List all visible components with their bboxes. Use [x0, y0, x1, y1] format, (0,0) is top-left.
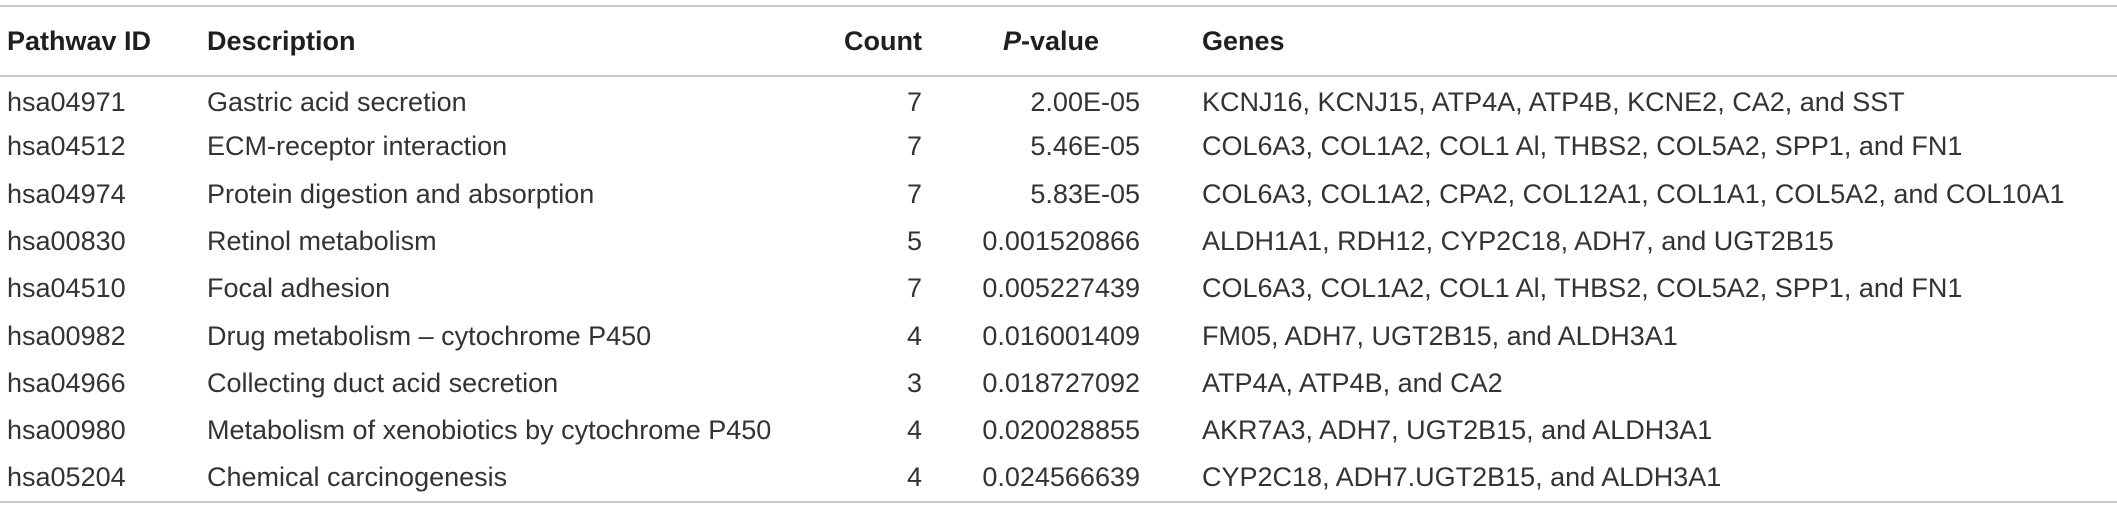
- cell-genes: AKR7A3, ADH7, UGT2B15, and ALDH3A1: [1202, 415, 1713, 446]
- cell-pathway-id: hsa00830: [7, 226, 126, 257]
- cell-genes: COL6A3, COL1A2, COL1 Al, THBS2, COL5A2, …: [1202, 131, 1963, 162]
- cell-genes: CYP2C18, ADH7.UGT2B15, and ALDH3A1: [1195, 454, 2117, 503]
- cell-genes: ATP4A, ATP4B, and CA2: [1202, 367, 1503, 398]
- table-header: Pathwav ID Description Count P-value Gen…: [0, 5, 2117, 77]
- table-row: hsa04510 Focal adhesion 7 0.005227439 CO…: [0, 265, 2117, 312]
- cell-count: 7: [906, 273, 922, 304]
- cell-genes: FM05, ADH7, UGT2B15, and ALDH3A1: [1202, 320, 1678, 351]
- cell-count: 4: [906, 320, 922, 351]
- cell-pathway-id: hsa04512: [7, 131, 126, 162]
- cell-description: Protein digestion and absorption: [207, 178, 595, 209]
- table-row: hsa00982 Drug metabolism – cytochrome P4…: [0, 312, 2117, 359]
- cell-count: 7: [906, 86, 922, 117]
- cell-pvalue: 5.83E-05: [1030, 178, 1140, 209]
- cell-count: 4: [827, 454, 962, 503]
- cell-pathway-id: hsa00982: [7, 320, 126, 351]
- cell-pvalue: 2.00E-05: [1030, 86, 1140, 117]
- header-row: Pathwav ID Description Count P-value Gen…: [0, 5, 2117, 77]
- cell-count: 4: [906, 415, 922, 446]
- cell-description: Drug metabolism – cytochrome P450: [207, 320, 652, 351]
- header-pvalue-suffix: -value: [1020, 25, 1100, 56]
- cell-genes: COL6A3, COL1A2, COL1 Al, THBS2, COL5A2, …: [1202, 273, 1963, 304]
- table-row: hsa04512 ECM-receptor interaction 7 5.46…: [0, 123, 2117, 170]
- table-row: hsa04971 Gastric acid secretion 7 2.00E-…: [0, 76, 2117, 123]
- cell-genes: COL6A3, COL1A2, CPA2, COL12A1, COL1A1, C…: [1202, 178, 2065, 209]
- cell-pathway-id: hsa04971: [7, 86, 126, 117]
- header-pvalue-p: P: [1002, 25, 1021, 56]
- cell-description: Collecting duct acid secretion: [207, 367, 559, 398]
- cell-count: 5: [906, 226, 922, 257]
- table-row: hsa00830 Retinol metabolism 5 0.00152086…: [0, 218, 2117, 265]
- table-row: hsa04974 Protein digestion and absorptio…: [0, 171, 2117, 218]
- header-pathway-id: Pathwav ID: [0, 5, 207, 77]
- cell-pathway-id: hsa04510: [7, 273, 126, 304]
- cell-description: Chemical carcinogenesis: [207, 454, 827, 503]
- pathway-enrichment-table: Pathwav ID Description Count P-value Gen…: [0, 5, 2117, 503]
- cell-pathway-id: hsa04974: [7, 178, 126, 209]
- header-description: Description: [207, 5, 827, 77]
- header-pvalue: P-value: [962, 5, 1195, 77]
- cell-pathway-id: hsa04966: [7, 367, 126, 398]
- cell-pvalue: 0.024566639: [962, 454, 1195, 503]
- cell-pvalue: 0.005227439: [982, 273, 1140, 304]
- table-row: hsa04966 Collecting duct acid secretion …: [0, 360, 2117, 407]
- table-row: hsa05204 Chemical carcinogenesis 4 0.024…: [0, 454, 2117, 503]
- cell-pvalue: 0.001520866: [982, 226, 1140, 257]
- cell-pathway-id: hsa05204: [0, 454, 207, 503]
- cell-description: ECM-receptor interaction: [207, 131, 508, 162]
- cell-pathway-id: hsa00980: [7, 415, 126, 446]
- cell-genes: KCNJ16, KCNJ15, ATP4A, ATP4B, KCNE2, CA2…: [1202, 86, 1905, 117]
- cell-count: 7: [906, 178, 922, 209]
- cell-pvalue: 0.020028855: [982, 415, 1140, 446]
- table-body: hsa04971 Gastric acid secretion 7 2.00E-…: [0, 76, 2117, 503]
- cell-pvalue: 0.016001409: [982, 320, 1140, 351]
- cell-count: 7: [906, 131, 922, 162]
- cell-description: Focal adhesion: [207, 273, 391, 304]
- table-row: hsa00980 Metabolism of xenobiotics by cy…: [0, 407, 2117, 454]
- cell-genes: ALDH1A1, RDH12, CYP2C18, ADH7, and UGT2B…: [1202, 226, 1834, 257]
- cell-description: Retinol metabolism: [207, 226, 437, 257]
- cell-pvalue: 0.018727092: [982, 367, 1140, 398]
- header-count: Count: [827, 5, 962, 77]
- cell-description: Metabolism of xenobiotics by cytochrome …: [207, 415, 772, 446]
- header-genes: Genes: [1195, 5, 2117, 77]
- cell-count: 3: [906, 367, 922, 398]
- cell-description: Gastric acid secretion: [207, 86, 467, 117]
- cell-pvalue: 5.46E-05: [1030, 131, 1140, 162]
